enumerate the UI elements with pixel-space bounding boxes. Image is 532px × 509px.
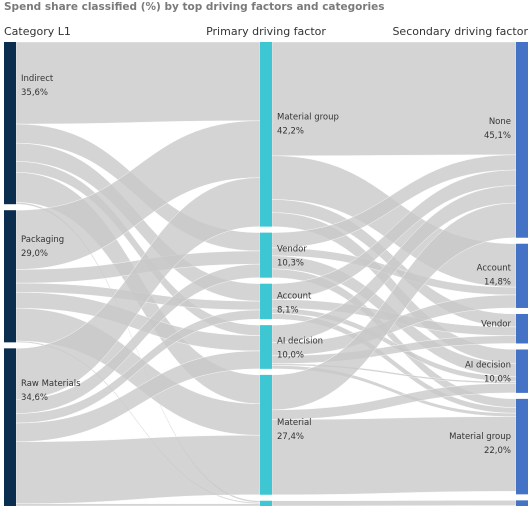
node-name-s_ai: AI decision: [465, 361, 511, 371]
column-header-2: Secondary driving factor: [392, 25, 528, 38]
node-p_vendor: [260, 232, 272, 278]
node-name-s_vendor: Vendor: [481, 319, 511, 329]
node-value-p_mat: 27,4%: [277, 432, 304, 442]
node-value-raw: 34,6%: [21, 393, 48, 403]
node-name-p_ai: AI decision: [277, 337, 323, 347]
link-raw-p_mat: [15, 435, 261, 504]
node-p_ai: [260, 325, 272, 369]
node-value-indirect: 35,6%: [21, 88, 48, 98]
node-s_ai: [516, 349, 528, 393]
node-name-s_none: None: [489, 117, 511, 127]
node-p_other: [260, 500, 272, 506]
node-p_mat: [260, 374, 272, 495]
node-name-indirect: Indirect: [21, 74, 54, 84]
node-s_vendor: [516, 313, 528, 344]
links: [15, 41, 517, 507]
node-name-s_account: Account: [477, 264, 512, 274]
link-raw-p_other: [15, 503, 261, 507]
node-s_none: [516, 42, 528, 238]
node-value-s_mg: 22,0%: [484, 446, 511, 456]
node-s_other: [516, 500, 528, 506]
node-name-p_mat: Material: [277, 418, 312, 428]
node-value-packaging: 29,0%: [21, 249, 48, 259]
node-value-s_account: 14,8%: [484, 278, 511, 288]
node-name-p_vendor: Vendor: [277, 245, 307, 255]
node-value-s_none: 45,1%: [484, 131, 511, 141]
node-name-p_account: Account: [277, 292, 312, 302]
node-p_mg: [260, 42, 272, 227]
node-value-p_ai: 10,0%: [277, 351, 304, 361]
node-name-packaging: Packaging: [21, 235, 64, 245]
column-header-1: Primary driving factor: [206, 25, 326, 38]
node-p_account: [260, 283, 272, 320]
node-raw: [4, 348, 16, 506]
column-header-0: Category L1: [4, 25, 71, 38]
node-value-p_account: 8,1%: [277, 306, 299, 316]
node-s_mg: [516, 398, 528, 495]
chart-title: Spend share classified (%) by top drivin…: [4, 1, 385, 13]
node-packaging: [4, 210, 16, 343]
link-raw-p_vendor: [15, 263, 261, 414]
node-name-s_mg: Material group: [449, 432, 511, 442]
link-p_other-s_other: [271, 500, 517, 507]
node-s_account: [516, 243, 528, 308]
node-indirect: [4, 42, 16, 205]
node-value-s_ai: 10,0%: [484, 375, 511, 385]
node-name-p_mg: Material group: [277, 113, 339, 123]
node-name-raw: Raw Materials: [21, 379, 81, 389]
link-p_mg-s_none: [271, 41, 517, 156]
link-p_mat-s_mg: [271, 416, 517, 495]
node-value-p_mg: 42,2%: [277, 127, 304, 137]
node-value-p_vendor: 10,3%: [277, 259, 304, 269]
